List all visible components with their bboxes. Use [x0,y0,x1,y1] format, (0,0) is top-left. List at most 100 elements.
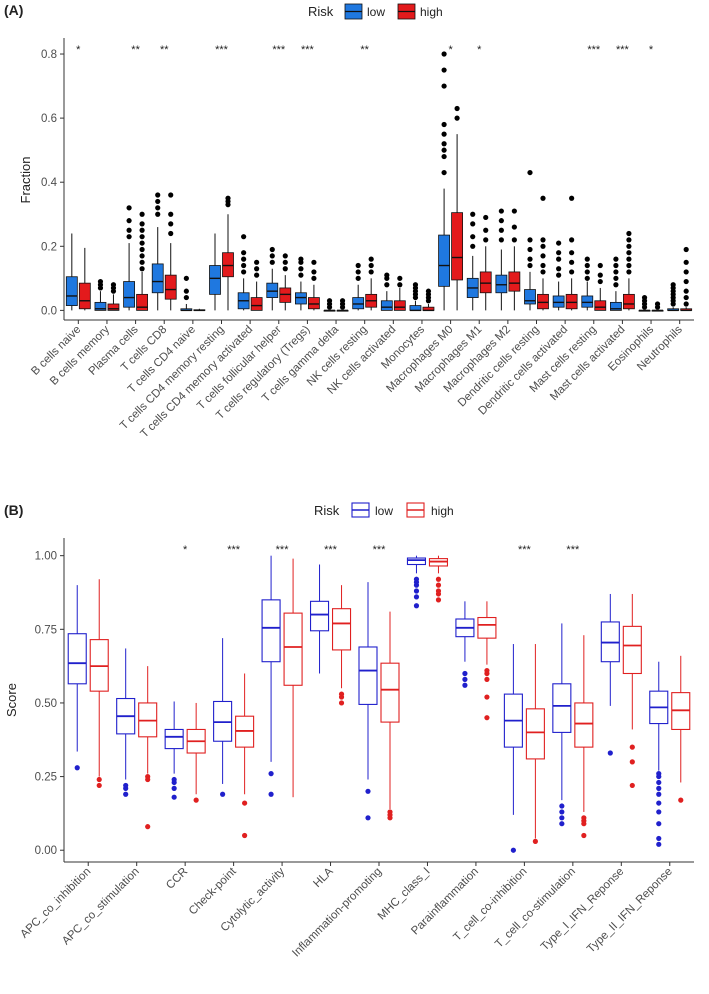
outlier-point [511,237,517,243]
outlier-point [556,240,562,246]
box-low [552,240,565,311]
outlier-point [441,147,447,153]
outlier-point [483,214,489,221]
outlier-point [581,815,587,821]
outlier-point [311,259,317,265]
box-body [283,612,303,686]
outlier-point [145,824,151,830]
outlier-point [282,266,288,272]
significance-label: ** [131,44,140,56]
outlier-point [484,715,490,721]
outlier-point [241,250,247,256]
box-body [164,728,184,750]
outlier-point [532,838,538,844]
panel-b-label: (B) [4,502,23,518]
box-low [151,192,164,311]
box-high [365,256,378,311]
significance-label: *** [272,44,286,56]
outlier-point [139,253,145,259]
box-low [649,661,669,847]
outlier-point [656,809,662,815]
box-low [581,256,594,311]
outlier-point [435,582,442,588]
outlier-point [656,771,662,777]
outlier-point [123,782,129,789]
box-high [107,282,120,311]
outlier-point [656,800,662,806]
outlier-point [484,694,490,700]
outlier-point [139,221,145,227]
box-body [67,633,87,685]
significance-label: ** [160,44,169,56]
outlier-point [678,797,684,803]
outlier-point [368,262,374,269]
outlier-point [527,246,533,253]
outlier-point [355,275,361,281]
box-low [266,246,279,311]
box-high [574,635,594,839]
x-tick-label: Inflammation-promoting [290,866,384,960]
outlier-point [540,253,546,259]
outlier-point [168,211,174,217]
x-tick-label: Check-point [187,865,239,917]
outlier-point [613,256,619,262]
outlier-point [626,269,632,275]
outlier-point [139,234,145,240]
outlier-point [584,275,590,281]
series-high [78,105,693,312]
box-high [651,301,664,312]
legend-title: Risk [308,4,334,19]
outlier-point [559,821,565,827]
outlier-point [183,275,189,281]
outlier-point [559,809,565,815]
box-body [623,293,635,310]
box-high [279,253,292,311]
box-high [393,275,406,311]
box-body [352,297,365,310]
y-axis-title: Fraction [18,157,33,204]
box-high [193,308,206,312]
box-body [222,252,234,278]
outlier-point [613,262,619,269]
x-tick-label: Type_I_IFN_Reponse [539,866,627,954]
outlier-point [368,269,374,275]
outlier-point [139,211,145,217]
box-low [323,298,336,312]
y-tick-label: 0.25 [35,772,57,784]
outlier-point [254,259,260,265]
outlier-point [641,294,648,301]
box-high [380,611,400,821]
outlier-point [254,266,260,272]
outlier-point [683,288,689,294]
significance-label: *** [276,544,290,556]
outlier-point [282,259,288,265]
outlier-point [527,237,533,243]
outlier-point [470,211,476,217]
box-high [594,262,607,311]
outlier-point [441,131,447,137]
y-tick-label: 0.6 [41,113,57,125]
outlier-point [441,83,447,89]
y-tick-label: 0.00 [35,845,57,857]
outlier-point [241,262,247,269]
outlier-point [183,294,189,301]
outlier-point [556,272,562,278]
box-high [89,579,109,789]
box-high [428,555,449,603]
box-high [537,195,549,311]
significance-label: * [76,44,81,56]
outlier-point [298,272,304,278]
outlier-point [626,262,632,269]
box-low [455,601,475,688]
outlier-point [225,195,231,201]
outlier-point [470,234,476,240]
outlier-point [498,218,504,224]
outlier-point [484,667,490,674]
outlier-point [654,301,661,307]
box-low [67,585,87,771]
box-low [352,262,365,311]
box-body [537,293,549,310]
y-tick-label: 0.2 [41,241,57,253]
outlier-point [220,791,226,797]
